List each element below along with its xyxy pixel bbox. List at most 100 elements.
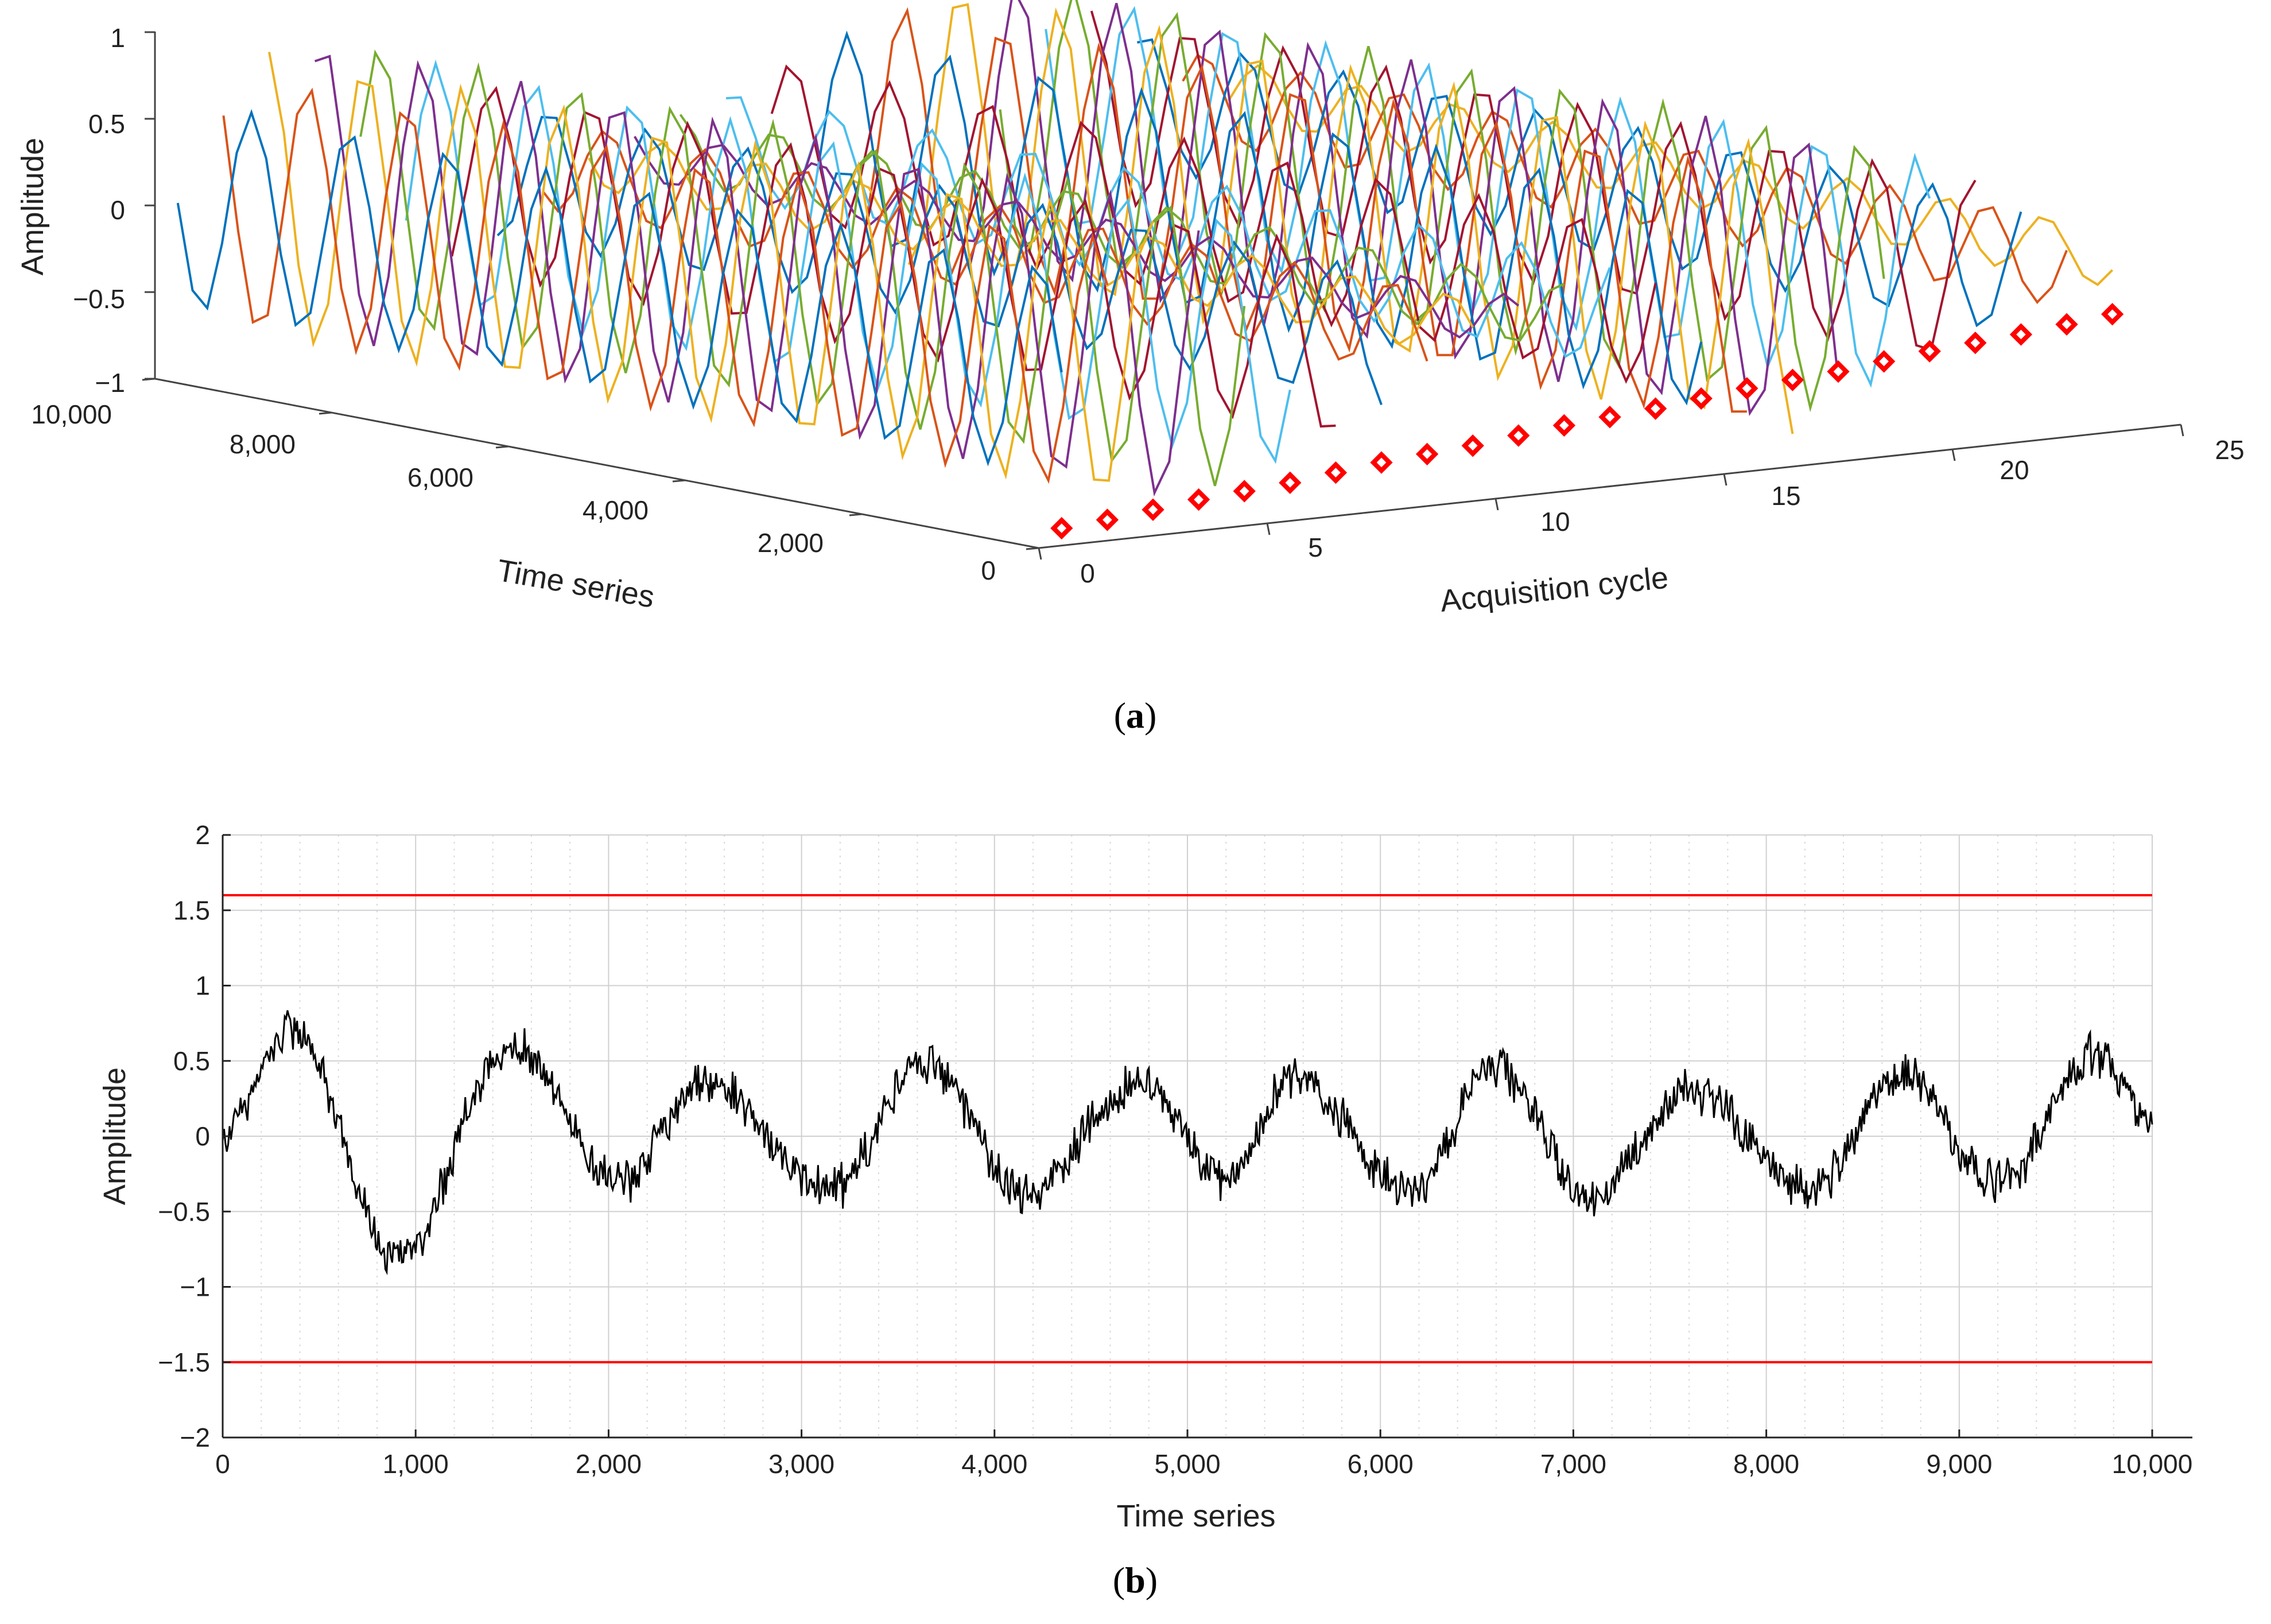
panel-a-z-tick-label: 1: [110, 23, 125, 53]
panel-b-y-tick-label: 1: [195, 971, 210, 1001]
panel-a-cycle-line: [1045, 6, 1931, 388]
panel-b-time-series: 0 1,000 2,000 3,000 4,000 5,000 6,000 7,000 8,00…: [98, 820, 2192, 1533]
panel-b-x-tick-label: 6,000: [1348, 1449, 1414, 1479]
panel-a-y-tick: [495, 445, 509, 449]
panel-a-x-tick: [1951, 449, 1956, 461]
panel-a-marker: [1552, 414, 1576, 437]
panel-a-x-tick-label: 0: [1080, 558, 1095, 588]
panel-b-y-tick-label: −2: [180, 1423, 210, 1452]
panel-a-cycle-line: [314, 55, 1200, 497]
panel-a-cycle-line: [268, 52, 1154, 482]
panel-a-y-tick-label: 10,000: [31, 399, 112, 429]
panel-a-marker: [1507, 424, 1530, 447]
panel-a-cycle-line: [405, 59, 1291, 464]
panel-b-caption-letter: b: [1125, 1560, 1146, 1600]
panel-a-marker: [1324, 461, 1348, 484]
panel-b-signal: [222, 1010, 2153, 1276]
panel-a-marker: [1781, 368, 1804, 391]
panel-a-cycle-line: [679, 114, 1565, 342]
panel-a-y-tick: [319, 411, 332, 415]
panel-a-marker: [1415, 442, 1439, 465]
panel-a-marker: [1644, 397, 1667, 420]
panel-a-x-tick-label: 10: [1540, 507, 1570, 537]
panel-b-x-tick-label: 4,000: [961, 1449, 1027, 1479]
panel-b-signal-line: [222, 1010, 2153, 1276]
panel-b-x-tick-label: 10,000: [2112, 1449, 2193, 1479]
panel-b-x-tick-label: 0: [215, 1449, 230, 1479]
panel-b-x-axis-title: Time series: [1116, 1499, 1275, 1533]
panel-b-tick-labels: 0 1,000 2,000 3,000 4,000 5,000 6,000 7,000 8,00…: [158, 820, 2192, 1479]
panel-b-x-tick-label: 1,000: [383, 1449, 449, 1479]
panel-a-marker: [1096, 508, 1119, 531]
panel-a-x-axis-line: [1038, 424, 2181, 549]
panel-a-marker: [1142, 498, 1164, 521]
panel-b-caption: (b): [1113, 1560, 1158, 1600]
panel-a-y-tick: [849, 513, 863, 516]
panel-a-cycle-line: [861, 7, 1747, 413]
panel-a-series-lines: [176, 0, 2114, 497]
panel-a-y-tick-label: 8,000: [230, 429, 296, 459]
panel-a-3d-waterfall: 1 0.5 0 −0.5 −1 10,000 8,000 6,000 4,000…: [15, 0, 2245, 619]
panel-a-cycle-line: [359, 49, 1246, 487]
panel-a-marker: [1964, 331, 1987, 355]
panel-a-x-tick: [1038, 547, 1042, 560]
panel-a-cycle-line: [907, 3, 1794, 434]
panel-b-y-tick-label: 0.5: [173, 1046, 210, 1076]
panel-a-marker: [1461, 434, 1484, 457]
panel-a-cycle-line: [496, 115, 1383, 405]
panel-a-marker: [1736, 377, 1758, 400]
panel-a-y-tick: [672, 479, 686, 483]
panel-a-cycle-line: [1137, 38, 2022, 328]
panel-a-marker: [2101, 302, 2124, 326]
panel-a-marker: [1598, 406, 1621, 429]
panel-a-cycle-line: [1227, 64, 2114, 286]
panel-a-x-tick: [1723, 473, 1727, 486]
panel-b-x-tick-label: 7,000: [1540, 1449, 1606, 1479]
panel-a-x-tick: [1494, 498, 1499, 511]
panel-a-marker: [1690, 387, 1713, 410]
panel-b-x-tick-label: 5,000: [1154, 1449, 1220, 1479]
panel-b-x-tick-label: 9,000: [1926, 1449, 1992, 1479]
panel-a-cycle-line: [588, 141, 1474, 345]
panel-b-y-tick-label: −1.5: [158, 1347, 210, 1377]
panel-a-marker: [1872, 350, 1896, 373]
panel-a-ticks: [142, 31, 2184, 560]
panel-b-y-tick-label: 1.5: [173, 895, 210, 925]
panel-a-x-tick-label: 15: [1771, 481, 1800, 511]
panel-a-marker: [2009, 323, 2033, 346]
panel-a-z-tick-label: 0: [110, 195, 125, 225]
panel-a-marker: [1918, 340, 1941, 363]
panel-b-y-tick-label: 0: [195, 1121, 210, 1151]
panel-a-cycle-line: [176, 108, 1063, 467]
panel-a-caption-letter: a: [1126, 695, 1144, 736]
panel-a-marker: [1187, 488, 1210, 511]
panel-a-y-axis-title: Time series: [494, 553, 657, 615]
panel-b-y-tick-label: −1: [180, 1272, 210, 1302]
panel-b-y-tick-label: −0.5: [158, 1196, 210, 1226]
panel-a-marker: [1050, 516, 1073, 540]
panel-a-cycle-line: [542, 129, 1428, 362]
panel-a-x-tick-label: 25: [2215, 435, 2244, 465]
panel-a-y-tick: [1026, 547, 1039, 550]
panel-a-z-axis-title: Amplitude: [15, 138, 50, 275]
panel-a-y-tick-label: 2,000: [758, 528, 824, 558]
panel-b-thresholds: [223, 894, 2152, 1363]
panel-a-cycle-line: [222, 87, 1109, 484]
panel-a-z-tick-label: 0.5: [88, 109, 125, 139]
panel-a-x-tick: [2180, 424, 2184, 437]
panel-a-y-tick-label: 6,000: [407, 463, 473, 492]
panel-b-x-tick-label: 2,000: [576, 1449, 642, 1479]
panel-a-cycle-line: [999, 0, 1885, 413]
panel-a-cycle-line: [451, 86, 1336, 428]
panel-a-z-tick-label: −1: [95, 368, 125, 398]
panel-a-y-tick-label: 0: [981, 555, 996, 585]
panel-a-x-axis-title: Acquisition cycle: [1438, 560, 1670, 618]
panel-a-cycle-line: [725, 96, 1611, 358]
panel-a-x-tick: [1266, 523, 1271, 535]
panel-a-z-tick-label: −0.5: [73, 284, 125, 314]
panel-a-marker: [2055, 313, 2078, 336]
panel-a-marker: [1827, 360, 1850, 383]
panel-a-marker: [1233, 480, 1256, 503]
panel-a-marker: [1279, 471, 1302, 494]
